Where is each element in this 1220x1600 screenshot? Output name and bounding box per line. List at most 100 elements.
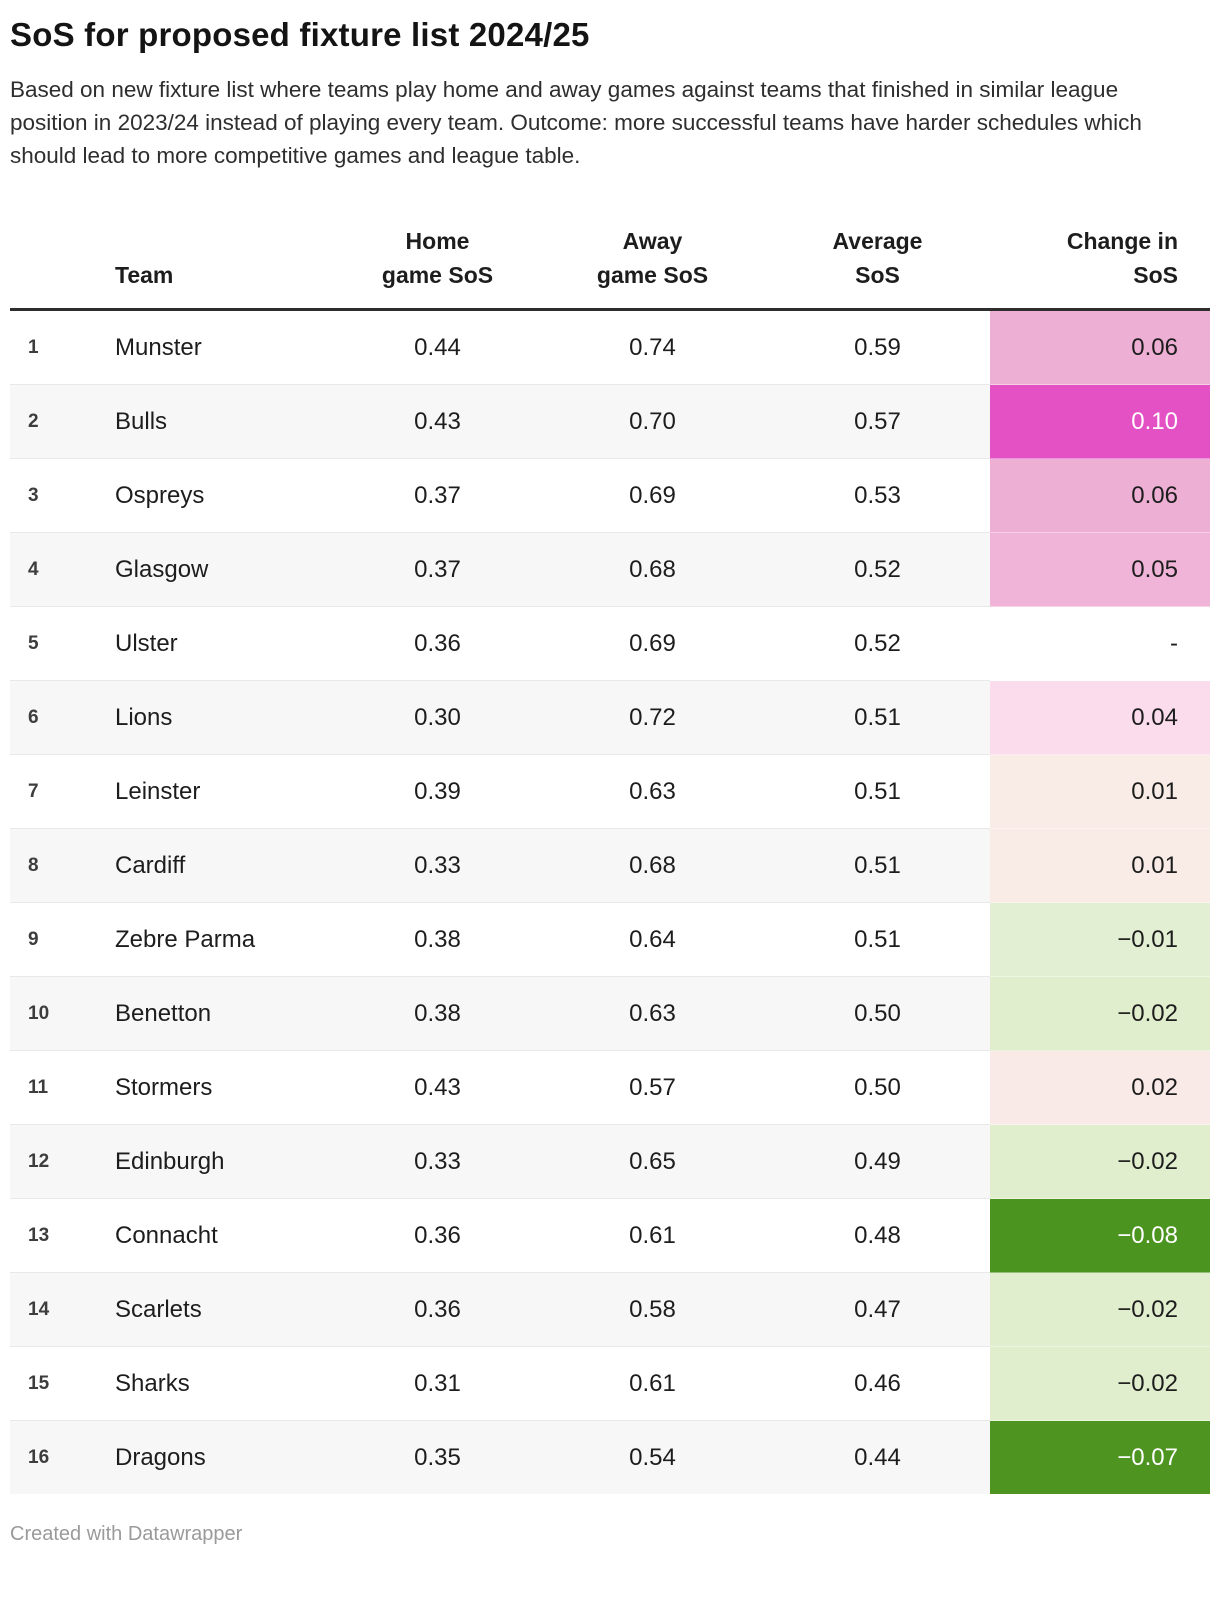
- home-sos-cell: 0.39: [335, 754, 540, 829]
- table-row: 14 Scarlets 0.36 0.58 0.47 −0.02: [10, 1272, 1210, 1347]
- average-sos-cell: 0.51: [765, 902, 990, 977]
- average-sos-cell: 0.57: [765, 384, 990, 459]
- team-cell: Cardiff: [95, 828, 335, 903]
- average-sos-cell: 0.46: [765, 1346, 990, 1421]
- average-sos-cell: 0.47: [765, 1272, 990, 1347]
- average-sos-cell: 0.44: [765, 1420, 990, 1494]
- away-sos-cell: 0.74: [629, 334, 676, 361]
- team-cell: Edinburgh: [95, 1124, 335, 1199]
- team-cell: Bulls: [95, 384, 335, 459]
- home-sos-cell: 0.44: [414, 334, 461, 361]
- average-sos-cell: 0.49: [765, 1124, 990, 1199]
- col-header-average-sos: Average SoS: [765, 224, 990, 311]
- away-sos-cell: 0.63: [540, 754, 765, 829]
- away-sos-cell: 0.61: [540, 1198, 765, 1273]
- home-sos-cell: 0.31: [335, 1346, 540, 1421]
- datawrapper-table-chart: SoS for proposed fixture list 2024/25 Ba…: [0, 12, 1220, 1600]
- change-sos-cell: 0.01: [990, 828, 1210, 903]
- home-sos-cell: 0.38: [335, 976, 540, 1051]
- average-sos-cell: 0.52: [765, 532, 990, 607]
- team-cell: Dragons: [95, 1420, 335, 1494]
- rank-cell: 14: [10, 1272, 95, 1347]
- table-row: 7 Leinster 0.39 0.63 0.51 0.01: [10, 754, 1210, 829]
- rank-cell: 6: [10, 680, 95, 755]
- rank-cell: 2: [10, 384, 95, 459]
- away-sos-cell: 0.63: [540, 976, 765, 1051]
- team-cell: Stormers: [95, 1050, 335, 1125]
- change-sos-cell: 0.02: [990, 1050, 1210, 1125]
- table-header-row: Team Home game SoS Away game SoS Average…: [10, 224, 1210, 311]
- change-sos-cell: 0.10: [990, 384, 1210, 459]
- team-cell: Zebre Parma: [95, 902, 335, 977]
- change-sos-cell: −0.02: [990, 1124, 1210, 1199]
- home-sos-cell: 0.36: [335, 606, 540, 681]
- away-sos-cell: 0.65: [540, 1124, 765, 1199]
- table-row: 13 Connacht 0.36 0.61 0.48 −0.08: [10, 1198, 1210, 1273]
- chart-title: SoS for proposed fixture list 2024/25: [10, 16, 590, 53]
- home-sos-cell: 0.36: [335, 1272, 540, 1347]
- table-row: 2 Bulls 0.43 0.70 0.57 0.10: [10, 384, 1210, 459]
- col-header-home-sos: Home game SoS: [335, 224, 540, 311]
- away-sos-cell: 0.58: [540, 1272, 765, 1347]
- average-sos-cell: 0.51: [765, 754, 990, 829]
- average-sos-cell: 0.53: [765, 458, 990, 533]
- away-sos-cell: 0.69: [540, 606, 765, 681]
- away-sos-cell: 0.54: [540, 1420, 765, 1494]
- average-sos-cell: 0.48: [765, 1198, 990, 1273]
- change-sos-cell: 0.06: [990, 458, 1210, 533]
- table-body: 1 Munster 0.44 0.74 0.59 0.06 2 Bulls 0.43 0.70 0.…: [10, 309, 1210, 1494]
- rank-cell: 16: [10, 1420, 95, 1494]
- away-sos-cell: 0.57: [540, 1050, 765, 1125]
- home-sos-cell: 0.37: [335, 532, 540, 607]
- rank-cell: 10: [10, 976, 95, 1051]
- average-sos-cell: 0.51: [765, 828, 990, 903]
- change-sos-cell: −0.08: [990, 1198, 1210, 1273]
- away-sos-cell: 0.64: [540, 902, 765, 977]
- table-row: 4 Glasgow 0.37 0.68 0.52 0.05: [10, 532, 1210, 607]
- team-cell: Glasgow: [95, 532, 335, 607]
- table-row: 6 Lions 0.30 0.72 0.51 0.04: [10, 680, 1210, 755]
- team-cell: Ulster: [95, 606, 335, 681]
- away-sos-cell: 0.68: [540, 532, 765, 607]
- home-sos-cell: 0.43: [335, 1050, 540, 1125]
- team-cell: Ospreys: [95, 458, 335, 533]
- rank-cell: 13: [10, 1198, 95, 1273]
- team-cell: Benetton: [95, 976, 335, 1051]
- home-sos-cell: 0.35: [335, 1420, 540, 1494]
- team-cell: Munster: [115, 334, 202, 361]
- home-sos-cell: 0.36: [335, 1198, 540, 1273]
- team-cell: Sharks: [95, 1346, 335, 1421]
- team-cell: Lions: [95, 680, 335, 755]
- table-row: 12 Edinburgh 0.33 0.65 0.49 −0.02: [10, 1124, 1210, 1199]
- home-sos-cell: 0.33: [335, 828, 540, 903]
- col-header-team: Team: [95, 224, 335, 311]
- home-sos-cell: 0.37: [335, 458, 540, 533]
- table-row: 9 Zebre Parma 0.38 0.64 0.51 −0.01: [10, 902, 1210, 977]
- change-sos-cell: 0.06: [990, 309, 1210, 385]
- rank-cell: 3: [10, 458, 95, 533]
- change-sos-cell: 0.04: [990, 680, 1210, 755]
- col-header-away-sos: Away game SoS: [540, 224, 765, 311]
- table-row: 15 Sharks 0.31 0.61 0.46 −0.02: [10, 1346, 1210, 1421]
- rank-cell: 1: [28, 337, 39, 358]
- average-sos-cell: 0.51: [765, 680, 990, 755]
- home-sos-cell: 0.43: [335, 384, 540, 459]
- change-sos-cell: −0.02: [990, 976, 1210, 1051]
- col-header-rank: [10, 224, 95, 311]
- rank-cell: 12: [10, 1124, 95, 1199]
- away-sos-cell: 0.61: [540, 1346, 765, 1421]
- rank-cell: 9: [10, 902, 95, 977]
- away-sos-cell: 0.70: [540, 384, 765, 459]
- team-cell: Scarlets: [95, 1272, 335, 1347]
- average-sos-cell: 0.50: [765, 976, 990, 1051]
- home-sos-cell: 0.30: [335, 680, 540, 755]
- table-row: 10 Benetton 0.38 0.63 0.50 −0.02: [10, 976, 1210, 1051]
- rank-cell: 4: [10, 532, 95, 607]
- team-cell: Leinster: [95, 754, 335, 829]
- change-sos-cell: −0.02: [990, 1346, 1210, 1421]
- away-sos-cell: 0.69: [540, 458, 765, 533]
- rank-cell: 5: [10, 606, 95, 681]
- rank-cell: 15: [10, 1346, 95, 1421]
- sos-table: Team Home game SoS Away game SoS Average…: [10, 224, 1210, 1494]
- average-sos-cell: 0.50: [765, 1050, 990, 1125]
